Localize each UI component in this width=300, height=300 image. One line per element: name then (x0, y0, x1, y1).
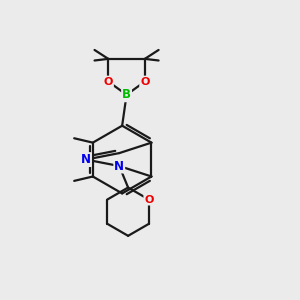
Text: B: B (122, 88, 131, 101)
Text: O: O (140, 76, 149, 86)
Text: O: O (103, 76, 113, 86)
Text: O: O (144, 195, 154, 205)
Text: N: N (81, 153, 91, 166)
Text: N: N (114, 160, 124, 172)
